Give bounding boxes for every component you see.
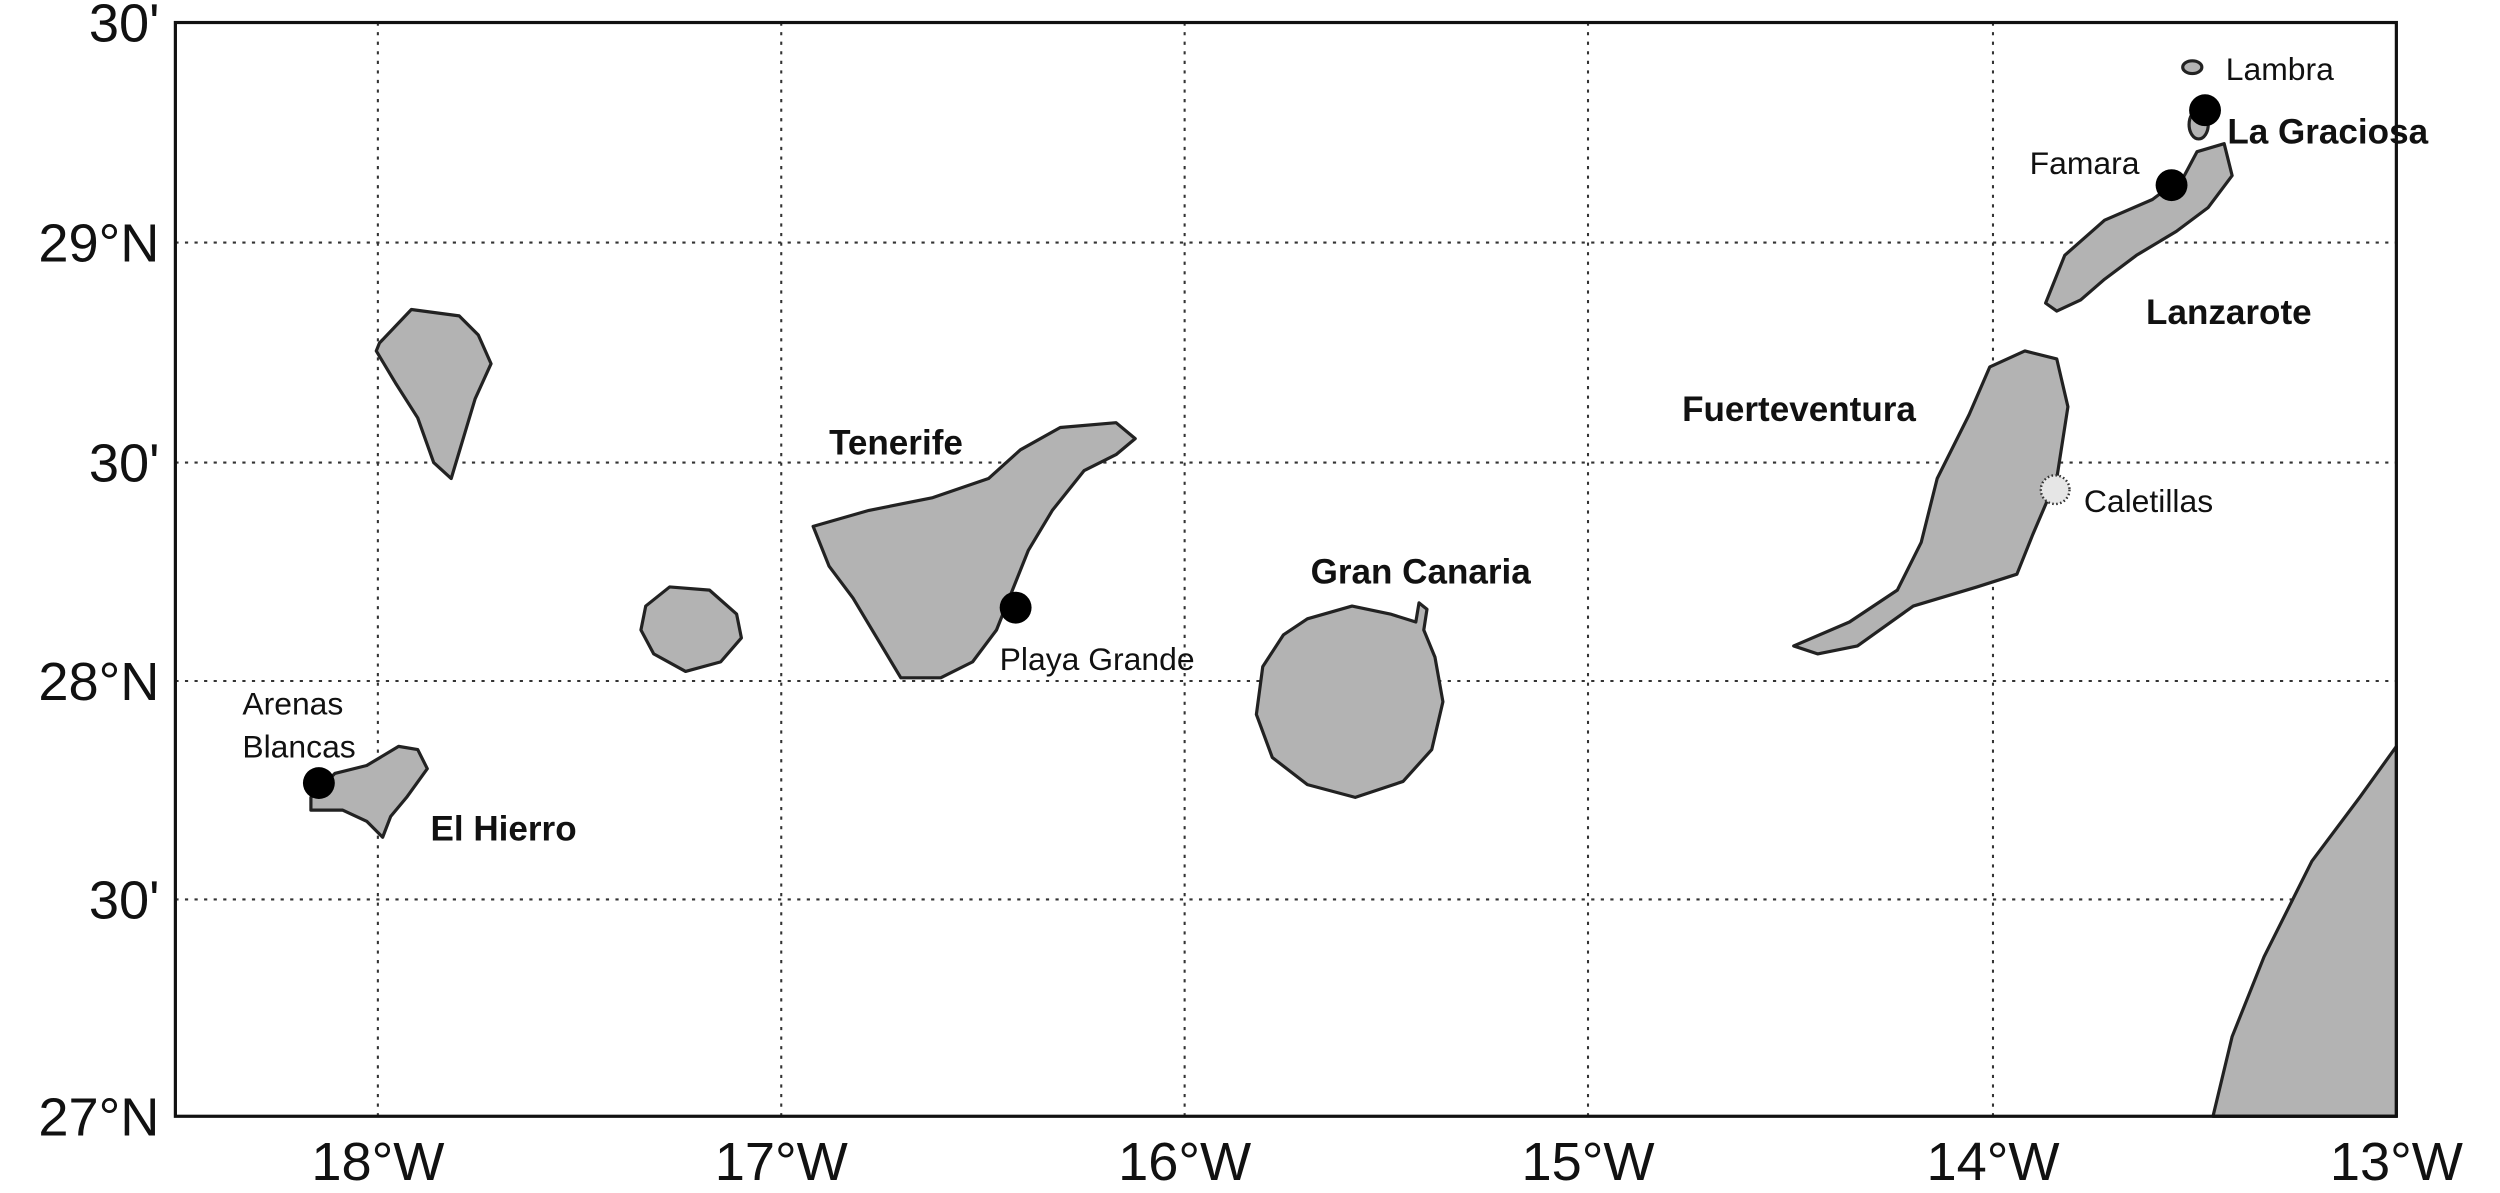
x-tick-label: 14°W [1926,1132,2059,1192]
y-tick-label: 30' [89,871,160,931]
island-labels: La Graciosa Lanzarote Fuerteventura Tene… [430,113,2428,849]
y-tick-label: 29°N [38,214,159,274]
y-tick-label: 27°N [38,1087,159,1147]
y-tick-label: 30' [89,434,160,494]
grid [175,22,2397,1117]
site-label: Caletillas [2084,483,2213,519]
site-label: Lambra [2226,51,2334,87]
markers [302,94,2221,799]
el-hierro [309,744,429,839]
x-tick-label: 16°W [1118,1132,1251,1192]
site-label: Blancas [242,729,355,765]
site-marker [2189,94,2221,127]
x-axis-labels: 18°W 17°W 16°W 15°W 14°W 13°W [311,1132,2463,1192]
x-tick-label: 13°W [2330,1132,2463,1192]
site-labels: Lambra Famara Caletillas Playa Grande Ar… [242,51,2334,765]
site-label: Famara [2030,145,2140,181]
y-tick-label: 30' [89,0,160,54]
la-palma [374,307,493,481]
gran-canaria [1254,601,1445,799]
x-tick-label: 15°W [1521,1132,1654,1192]
la-gomera [639,585,743,674]
island-label: Fuerteventura [1682,390,1916,429]
x-tick-label: 18°W [311,1132,444,1192]
island-label: La Graciosa [2227,113,2428,152]
site-marker [302,767,335,799]
island-label: Tenerife [829,424,963,463]
alegranza [2181,59,2204,76]
island-label: Gran Canaria [1311,553,1532,592]
frame [173,20,2398,1118]
y-axis-labels: 30' 29°N 30' 28°N 30' 27°N [38,0,159,1147]
site-marker [2155,169,2188,202]
site-marker [999,591,1032,624]
y-tick-label: 28°N [38,652,159,712]
site-label: Arenas [242,685,343,721]
fuerteventura [1792,349,2070,656]
x-tick-label: 17°W [715,1132,848,1192]
site-label: Playa Grande [1000,641,1195,677]
island-label: El Hierro [430,809,576,848]
island-label: Lanzarote [2146,293,2312,332]
site-marker [2039,474,2071,506]
africa [2211,744,2398,1118]
tenerife [811,421,1137,680]
